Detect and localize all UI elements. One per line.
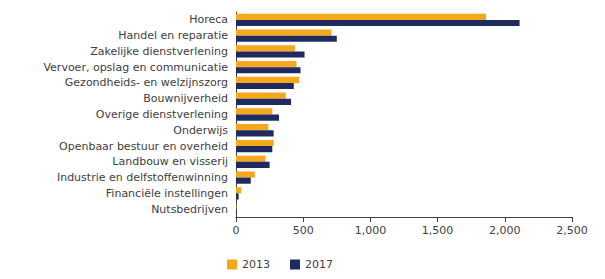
svg-text:Handel en reparatie: Handel en reparatie bbox=[118, 29, 228, 42]
svg-text:Onderwijs: Onderwijs bbox=[173, 124, 228, 137]
svg-text:Zakelijke dienstverlening: Zakelijke dienstverlening bbox=[90, 45, 228, 58]
svg-text:Industrie en delfstoffenwinnin: Industrie en delfstoffenwinning bbox=[57, 171, 228, 184]
svg-text:Vervoer, opslag en communicati: Vervoer, opslag en communicatie bbox=[43, 61, 228, 74]
svg-text:500: 500 bbox=[293, 224, 314, 237]
svg-text:Horeca: Horeca bbox=[189, 13, 228, 26]
svg-text:Landbouw en visserij: Landbouw en visserij bbox=[112, 155, 228, 168]
svg-text:Openbaar bestuur en overheid: Openbaar bestuur en overheid bbox=[59, 140, 228, 153]
svg-text:1,500: 1,500 bbox=[422, 224, 454, 237]
svg-text:2,500: 2,500 bbox=[556, 224, 588, 237]
svg-text:Bouwnijverheid: Bouwnijverheid bbox=[143, 92, 228, 105]
svg-text:Financiële instellingen: Financiële instellingen bbox=[106, 187, 228, 200]
svg-text:2013: 2013 bbox=[242, 258, 270, 271]
svg-text:0: 0 bbox=[233, 224, 240, 237]
svg-text:2017: 2017 bbox=[305, 258, 333, 271]
svg-text:1,000: 1,000 bbox=[355, 224, 387, 237]
svg-text:Overige dienstverlening: Overige dienstverlening bbox=[96, 108, 228, 121]
svg-text:Nutsbedrijven: Nutsbedrijven bbox=[151, 203, 228, 216]
svg-text:2,000: 2,000 bbox=[489, 224, 521, 237]
svg-text:Gezondheids- en welzijnszorg: Gezondheids- en welzijnszorg bbox=[65, 76, 228, 89]
